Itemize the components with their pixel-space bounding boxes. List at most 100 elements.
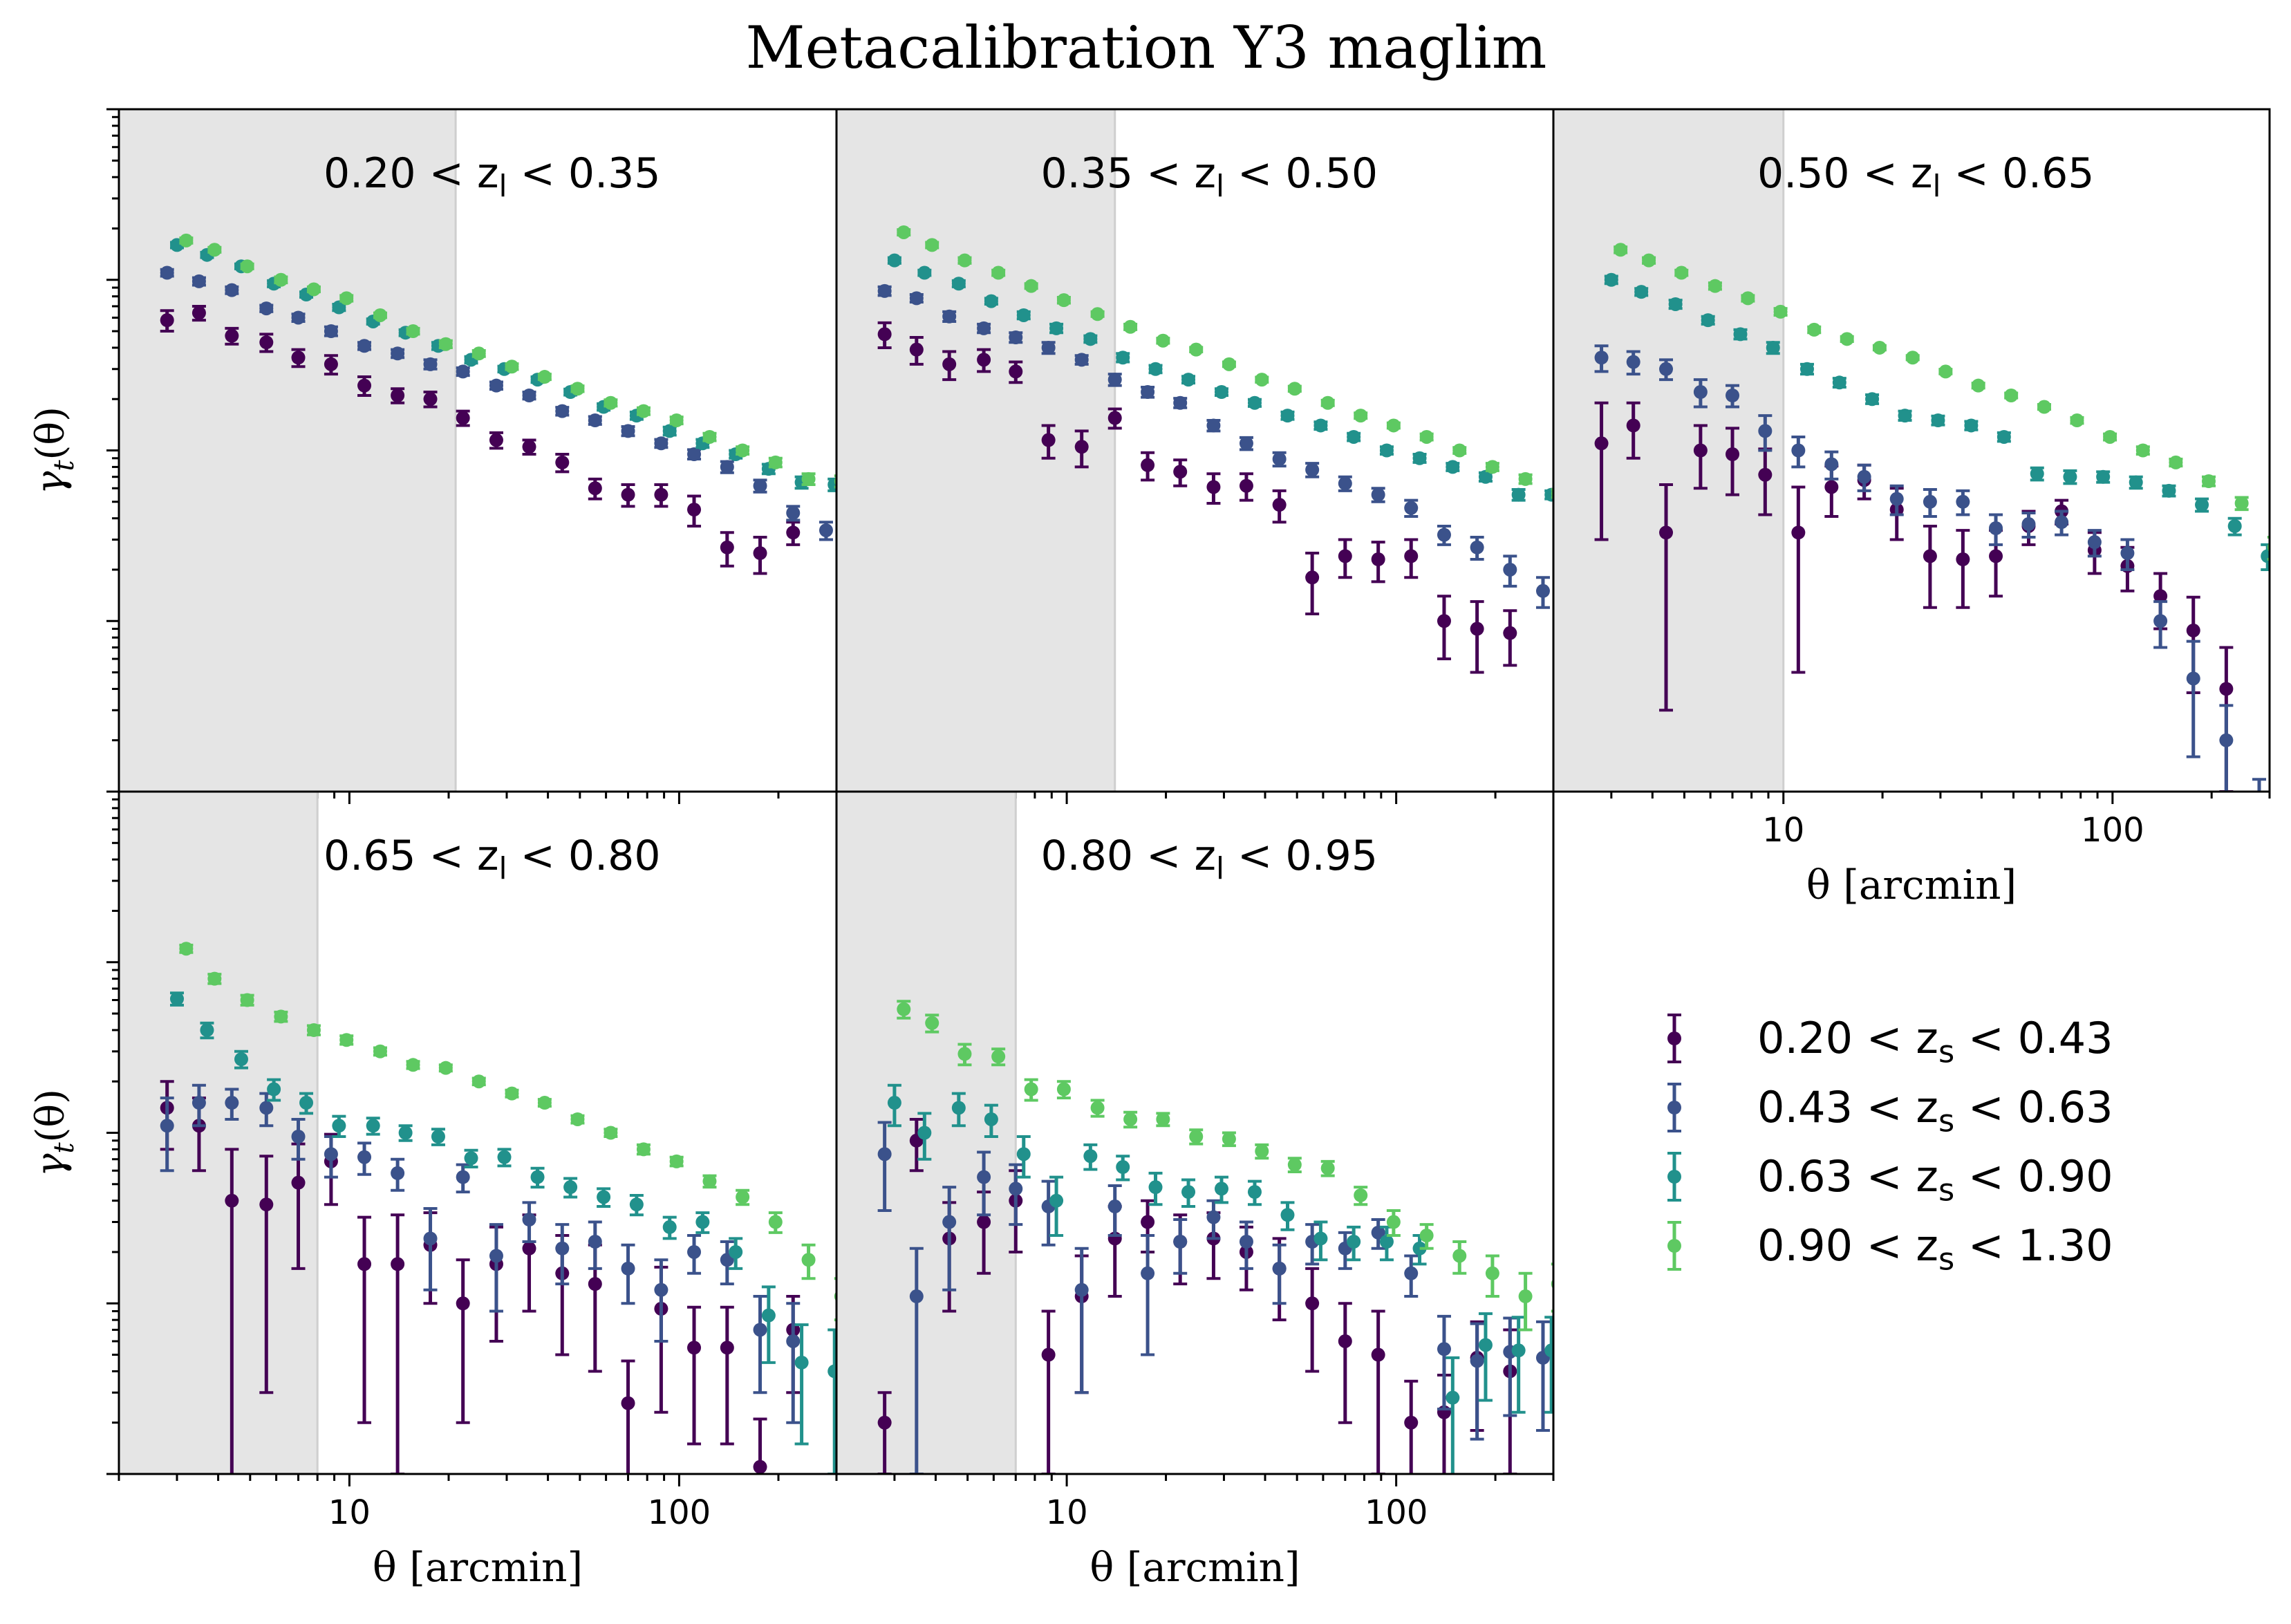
marker (827, 1364, 836, 1379)
marker (1674, 265, 1689, 280)
data-point (324, 1135, 338, 1179)
data-point (1107, 1184, 1122, 1238)
data-point (1857, 463, 1871, 492)
marker (240, 259, 254, 274)
marker (464, 1151, 478, 1166)
marker (357, 1150, 372, 1164)
data-point (1354, 1186, 1368, 1206)
marker (489, 1249, 503, 1263)
data-point (179, 942, 194, 956)
marker (887, 1096, 901, 1110)
panel-frame (1552, 108, 2271, 793)
data-point (621, 424, 635, 438)
marker (1478, 469, 1493, 484)
data-point (1758, 414, 1773, 452)
data-point (1485, 460, 1499, 474)
marker (1404, 549, 1419, 563)
data-point (1214, 385, 1228, 400)
data-point (431, 1128, 445, 1146)
series-3 (169, 991, 836, 1474)
marker (1452, 443, 1467, 458)
marker (1511, 1343, 1526, 1358)
data-point (1056, 293, 1071, 308)
data-point (977, 321, 991, 335)
x-tick-label: 100 (648, 1493, 711, 1532)
marker (438, 1061, 453, 1075)
data-point (1181, 1178, 1196, 1208)
data-point (877, 321, 892, 349)
scale-cut-region (119, 792, 318, 1474)
data-point (1347, 1225, 1361, 1262)
marker (1872, 340, 1887, 355)
data-point (1898, 409, 1912, 423)
marker (274, 272, 288, 287)
data-point (1437, 1314, 1451, 1411)
marker (1857, 469, 1871, 484)
marker (1338, 1334, 1352, 1348)
data-point (786, 1302, 801, 1424)
data-point (1123, 319, 1138, 334)
data-point (1832, 375, 1846, 390)
marker (160, 313, 174, 328)
data-point (207, 243, 222, 257)
data-point (1446, 460, 1460, 474)
marker (1470, 540, 1484, 554)
data-point (1173, 1218, 1188, 1275)
marker (2219, 682, 2234, 696)
data-point (925, 1014, 939, 1034)
data-point (819, 521, 833, 541)
marker (604, 1126, 618, 1140)
marker (1056, 293, 1071, 308)
data-point (1708, 279, 1722, 293)
data-point (1659, 358, 1674, 382)
marker (1074, 1282, 1089, 1297)
marker (2087, 535, 2102, 550)
data-point (909, 335, 924, 366)
data-point (366, 1117, 380, 1136)
data-point (687, 1234, 702, 1275)
marker (1338, 549, 1352, 563)
marker (1791, 525, 1806, 540)
data-point (1280, 409, 1295, 423)
marker (588, 481, 602, 496)
marker (1518, 1289, 1533, 1304)
marker (1733, 327, 1748, 342)
marker (1412, 451, 1427, 465)
marker (1338, 476, 1352, 491)
data-point (357, 1215, 372, 1424)
data-point (2153, 600, 2168, 649)
marker (588, 1277, 602, 1291)
marker (1518, 472, 1533, 486)
data-point (1272, 489, 1287, 524)
marker (1354, 1188, 1368, 1202)
marker (1923, 494, 1937, 509)
data-point (2234, 496, 2249, 512)
marker (2129, 475, 2143, 489)
data-point (225, 1088, 239, 1121)
data-point (1338, 475, 1352, 492)
data-point (291, 310, 306, 325)
marker (2030, 467, 2044, 481)
data-point (909, 291, 924, 306)
data-point (240, 259, 254, 274)
marker (1255, 1144, 1269, 1159)
marker (1437, 614, 1451, 628)
marker (160, 265, 174, 280)
marker (537, 370, 552, 384)
data-point (225, 326, 239, 346)
data-point (1478, 1312, 1493, 1402)
data-point (1791, 435, 1806, 469)
marker (1989, 521, 2003, 536)
marker (391, 1166, 405, 1180)
data-point (654, 483, 668, 508)
data-point (1758, 447, 1773, 516)
data-point (1041, 424, 1056, 460)
marker (695, 1215, 710, 1229)
marker (942, 357, 957, 371)
data-point (1872, 340, 1887, 355)
marker (977, 321, 991, 335)
data-point (1535, 1320, 1550, 1432)
marker (786, 505, 801, 520)
marker (1865, 392, 1880, 407)
data-point (1141, 451, 1155, 482)
